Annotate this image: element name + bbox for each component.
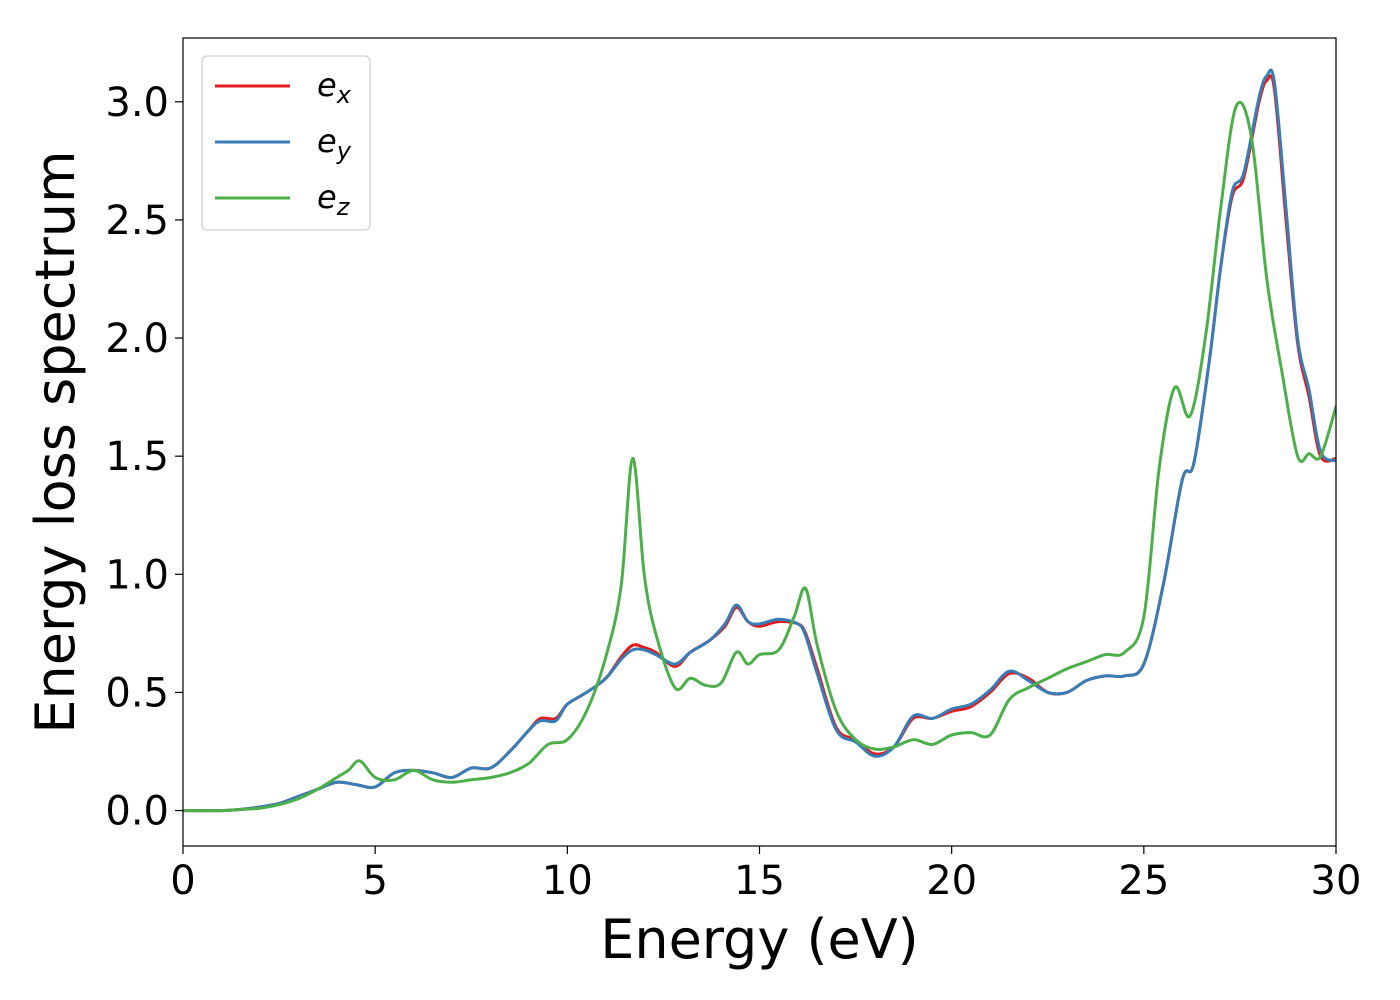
legend-label-ey: ey — [317, 122, 352, 165]
y-tick-label: 0.0 — [105, 789, 169, 835]
x-tick-label: 5 — [362, 858, 387, 904]
legend-label-base: e — [317, 122, 337, 160]
legend-label-subscript: x — [336, 81, 352, 109]
legend-label-subscript: y — [336, 137, 352, 165]
y-axis-label: Energy loss spectrum — [24, 150, 87, 733]
x-axis-label: Energy (eV) — [600, 908, 919, 971]
legend-label-subscript: z — [336, 193, 351, 221]
legend-label-base: e — [317, 178, 337, 216]
y-tick-label: 2.0 — [105, 316, 169, 362]
x-tick-label: 20 — [926, 858, 977, 904]
y-tick-label: 1.0 — [105, 552, 169, 598]
legend-label-ez: ez — [317, 178, 351, 221]
y-tick-label: 3.0 — [105, 80, 169, 126]
series-line-ez — [183, 100, 1336, 813]
x-axis: 0 5 10 15 20 25 30 — [170, 846, 1361, 904]
x-tick-label: 25 — [1118, 858, 1169, 904]
series-layer — [183, 68, 1336, 813]
legend-label-base: e — [317, 66, 337, 104]
x-tick-label: 10 — [542, 858, 593, 904]
x-tick-label: 0 — [170, 858, 195, 904]
series-line-ey — [183, 68, 1336, 813]
x-tick-label: 15 — [734, 858, 785, 904]
y-axis: 0.0 0.5 1.0 1.5 2.0 2.5 3.0 — [105, 80, 183, 835]
legend-label-ex: ex — [317, 66, 352, 109]
y-tick-label: 1.5 — [105, 434, 169, 480]
plot-background — [183, 38, 1336, 846]
x-tick-label: 30 — [1311, 858, 1362, 904]
y-tick-label: 0.5 — [105, 670, 169, 716]
y-tick-label: 2.5 — [105, 198, 169, 244]
